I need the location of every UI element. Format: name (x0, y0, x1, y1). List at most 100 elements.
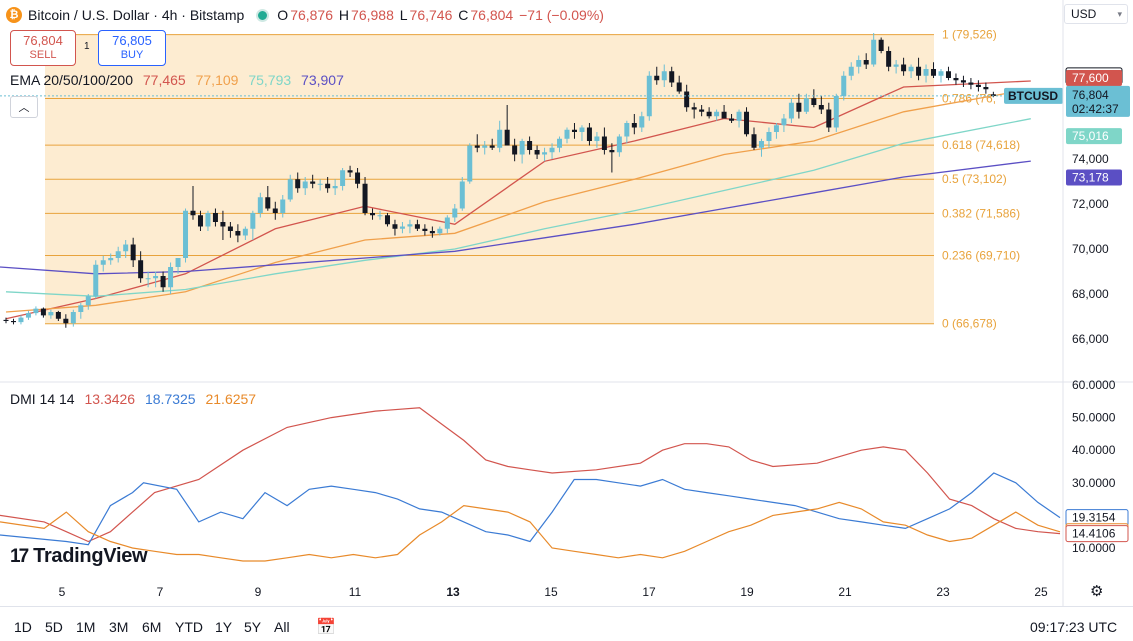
candle-body (332, 186, 338, 189)
price-tags: 77,69577,60076,64075,01673,178BTCUSD76,8… (0, 0, 1133, 606)
timeframe-button-1y[interactable]: 1Y (215, 619, 233, 635)
candle-body (227, 226, 233, 231)
candle-body (168, 267, 174, 288)
time-axis[interactable]: 5 7 9 11 13 15 17 19 21 23 25 (59, 585, 1048, 599)
candle-body (272, 208, 278, 213)
symbol-tag-label: BTCUSD (1008, 89, 1058, 103)
candle-body (444, 217, 450, 229)
timeframe-button-all[interactable]: All (274, 619, 290, 635)
candle-body (714, 111, 720, 117)
price-tick-label: 66,000 (1072, 332, 1109, 346)
candle-body (729, 118, 735, 121)
time-tick-label: 19 (740, 585, 754, 599)
timeframe-button-1d[interactable]: 1D (14, 619, 32, 635)
candle-body (624, 123, 630, 137)
candle-body (601, 136, 607, 150)
candle-body (399, 226, 405, 229)
timeframe-button-ytd[interactable]: YTD (175, 619, 203, 635)
timeframe-button-3m[interactable]: 3M (109, 619, 129, 635)
fibonacci-retracement[interactable]: 1 (79,526)0.786 (76,0.618 (74,618)0.5 (7… (45, 28, 1020, 331)
candle-body (781, 118, 787, 126)
candle-body (901, 64, 907, 72)
candle-body (85, 296, 91, 306)
collapse-legend-button[interactable]: ︿ (10, 96, 38, 118)
sell-label: SELL (29, 49, 57, 61)
candle-body (205, 213, 211, 227)
candle-body (811, 98, 817, 105)
candle-body (631, 123, 637, 128)
utc-clock[interactable]: 09:17:23 UTC (1030, 619, 1118, 635)
dmi-tag-label: 14.4106 (1072, 527, 1116, 541)
candle-body (968, 82, 974, 85)
candle-body (676, 82, 682, 92)
timeframe-button-5y[interactable]: 5Y (244, 619, 262, 635)
candle-body (55, 312, 61, 319)
candle-body (93, 264, 99, 297)
brand-text: TradingView (33, 545, 148, 567)
candle-body (826, 109, 832, 128)
candle-body (758, 141, 764, 148)
candle-body (923, 69, 929, 76)
price-tick-label: 72,000 (1072, 197, 1109, 211)
candle-body (571, 129, 577, 132)
price-tag-label: 75,016 (1072, 129, 1109, 143)
currency-select[interactable]: USD ▾ (1064, 4, 1128, 24)
candle-body (669, 71, 675, 83)
candle-body (489, 145, 495, 148)
timeframe-button-6m[interactable]: 6M (142, 619, 162, 635)
candle-body (190, 210, 196, 216)
close-label: C (458, 7, 469, 23)
candle-body (684, 91, 690, 108)
candle-body (721, 111, 727, 119)
sell-button[interactable]: 76,804 SELL (10, 30, 76, 66)
dmi-series-2 (0, 472, 1061, 546)
candle-body (317, 183, 323, 185)
candle-body (310, 181, 316, 184)
candle-body (788, 102, 794, 119)
candle-body (818, 105, 824, 110)
candle-body (130, 244, 136, 261)
fib-level-label: 1 (79,526) (942, 28, 997, 42)
candle-body (975, 84, 981, 87)
candle-body (744, 111, 750, 135)
dmi-legend[interactable]: DMI 14 14 13.3426 18.7325 21.6257 (10, 391, 262, 407)
calendar-goto-icon[interactable]: 📅 (316, 619, 336, 636)
settings-gear-icon[interactable]: ⚙ (1090, 583, 1104, 600)
dmi-value-1: 13.3426 (84, 391, 136, 407)
candle-body (878, 39, 884, 51)
candle-body (295, 179, 301, 189)
timeframe-button-5d[interactable]: 5D (45, 619, 63, 635)
candle-body (302, 181, 308, 189)
chart-header: ₿ Bitcoin / U.S. Dollar · 4h · Bitstamp … (6, 4, 606, 26)
dmi-pane: 60.000050.000040.000030.000020.000010.00… (0, 378, 1129, 562)
time-tick-label: 21 (838, 585, 852, 599)
candle-body (197, 215, 203, 227)
candle-body (706, 111, 712, 117)
candle-body (138, 260, 144, 279)
candle-body (280, 199, 286, 213)
candle-body (115, 251, 121, 258)
symbol-title[interactable]: Bitcoin / U.S. Dollar · 4h · Bitstamp (28, 7, 245, 23)
time-tick-label: 15 (544, 585, 558, 599)
timeframe-button-1m[interactable]: 1M (76, 619, 96, 635)
candle-body (557, 138, 563, 148)
candle-body (871, 39, 877, 65)
candle-body (384, 215, 390, 225)
buy-button[interactable]: 76,805 BUY (98, 30, 166, 66)
price-tag (1066, 128, 1122, 145)
price-tag-label: 77,600 (1072, 71, 1109, 85)
ema50-line (5, 88, 1031, 313)
buy-label: BUY (120, 49, 144, 61)
candle-body (257, 197, 263, 213)
candle-body (654, 75, 660, 81)
current-price-label: 76,804 (1072, 88, 1109, 102)
dmi-tick-label: 60.0000 (1072, 378, 1116, 392)
time-tick-label: 17 (642, 585, 656, 599)
candle-body (347, 170, 353, 173)
tradingview-logo[interactable]: 17 TradingView (10, 545, 148, 568)
dmi-tick-label: 30.0000 (1072, 476, 1116, 490)
candle-body (242, 228, 248, 236)
ema-legend[interactable]: EMA 20/50/100/200 77,465 77,109 75,793 7… (10, 72, 350, 88)
ema-label: EMA 20/50/100/200 (10, 72, 133, 88)
